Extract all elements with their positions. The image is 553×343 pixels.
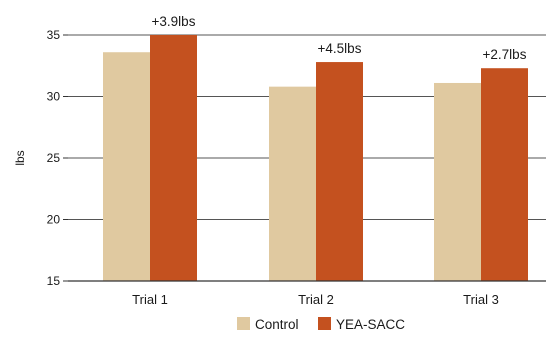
difference-annotation: +2.7lbs <box>483 47 527 62</box>
bar-yea-sacc-3 <box>481 68 528 282</box>
bar-control-3 <box>434 82 481 281</box>
legend-label: YEA-SACC <box>336 317 405 332</box>
difference-annotation: +3.9lbs <box>152 14 196 29</box>
y-tick-label: 25 <box>47 151 61 165</box>
legend-swatch-control <box>237 317 250 330</box>
y-axis-title: lbs <box>13 150 27 165</box>
bar-yea-sacc-2 <box>316 62 363 282</box>
bar-control-2 <box>269 86 316 281</box>
y-tick-label: 20 <box>47 213 61 227</box>
bar-yea-sacc-1 <box>150 35 197 281</box>
y-tick-label: 30 <box>47 90 61 104</box>
x-category-label: Trial 2 <box>298 292 334 307</box>
y-tick-label: 15 <box>47 274 61 288</box>
difference-annotation: +4.5lbs <box>318 41 362 56</box>
bar-control-1 <box>103 52 150 281</box>
x-category-label: Trial 3 <box>463 292 499 307</box>
y-tick-label: 35 <box>47 28 61 42</box>
legend-swatch-yea-sacc <box>318 317 331 330</box>
legend-label: Control <box>255 317 299 332</box>
x-category-label: Trial 1 <box>132 292 168 307</box>
